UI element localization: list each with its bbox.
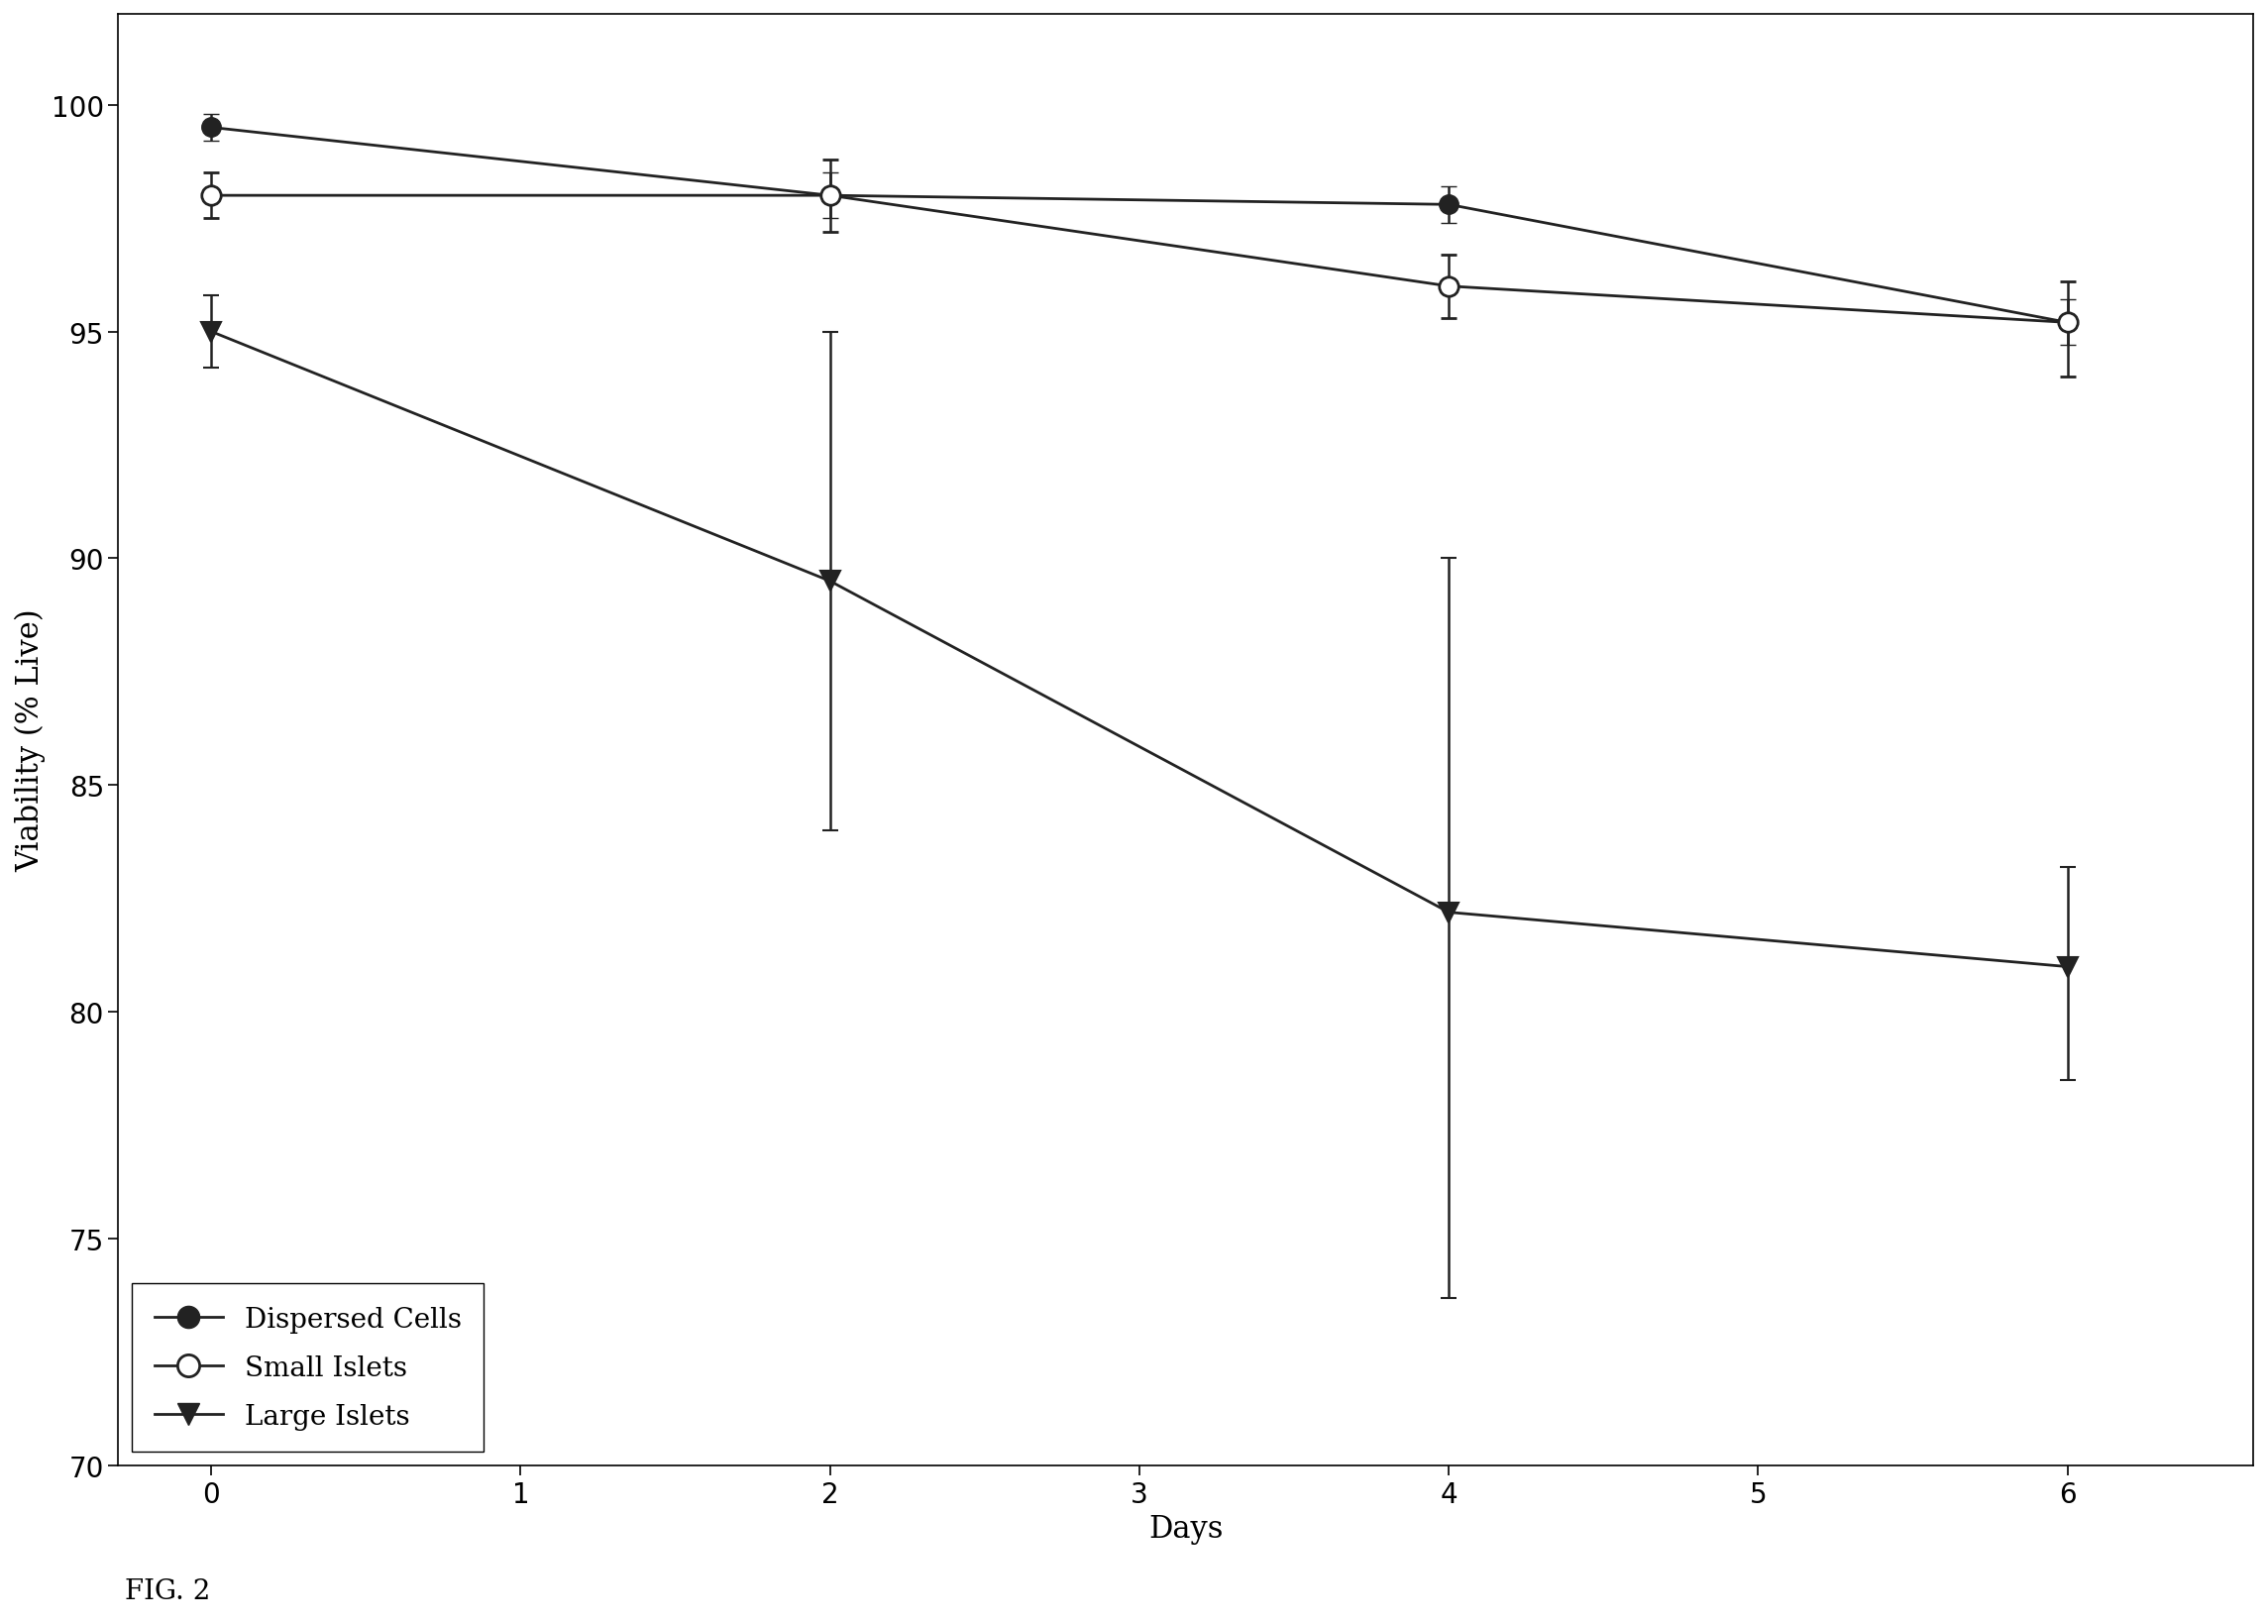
X-axis label: Days: Days [1148, 1514, 1222, 1544]
Legend: Dispersed Cells, Small Islets, Large Islets: Dispersed Cells, Small Islets, Large Isl… [132, 1285, 483, 1452]
Y-axis label: Viability (% Live): Viability (% Live) [16, 609, 45, 872]
Text: FIG. 2: FIG. 2 [125, 1579, 211, 1605]
